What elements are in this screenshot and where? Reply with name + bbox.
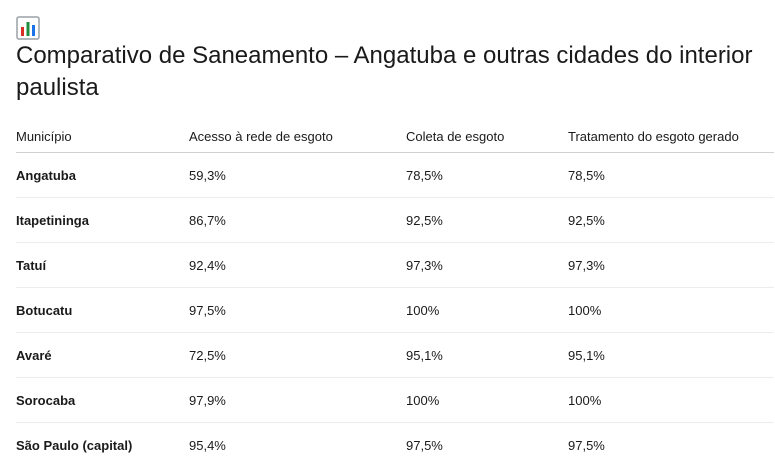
cell-acesso: 59,3% [189, 153, 406, 198]
bar-chart-icon [16, 16, 40, 40]
cell-municipio: Botucatu [16, 288, 189, 333]
cell-municipio: Avaré [16, 333, 189, 378]
cell-tratamento: 100% [568, 378, 774, 423]
cell-coleta: 95,1% [406, 333, 568, 378]
column-header-tratamento: Tratamento do esgoto gerado [568, 120, 774, 153]
table-row: Tatuí 92,4% 97,3% 97,3% [16, 243, 774, 288]
cell-tratamento: 97,3% [568, 243, 774, 288]
cell-coleta: 97,5% [406, 423, 568, 467]
table-row: São Paulo (capital) 95,4% 97,5% 97,5% [16, 423, 774, 467]
cell-tratamento: 78,5% [568, 153, 774, 198]
cell-acesso: 97,5% [189, 288, 406, 333]
cell-acesso: 97,9% [189, 378, 406, 423]
cell-coleta: 97,3% [406, 243, 568, 288]
cell-municipio: São Paulo (capital) [16, 423, 189, 467]
table-row: Angatuba 59,3% 78,5% 78,5% [16, 153, 774, 198]
table-header-row: Município Acesso à rede de esgoto Coleta… [16, 120, 774, 153]
cell-coleta: 78,5% [406, 153, 568, 198]
cell-coleta: 100% [406, 288, 568, 333]
cell-tratamento: 100% [568, 288, 774, 333]
table-row: Itapetininga 86,7% 92,5% 92,5% [16, 198, 774, 243]
cell-acesso: 86,7% [189, 198, 406, 243]
cell-municipio: Itapetininga [16, 198, 189, 243]
table-row: Sorocaba 97,9% 100% 100% [16, 378, 774, 423]
column-header-acesso: Acesso à rede de esgoto [189, 120, 406, 153]
cell-acesso: 95,4% [189, 423, 406, 467]
cell-tratamento: 95,1% [568, 333, 774, 378]
document-content: Comparativo de Saneamento – Angatuba e o… [16, 12, 774, 467]
cell-acesso: 72,5% [189, 333, 406, 378]
cell-municipio: Angatuba [16, 153, 189, 198]
cell-coleta: 100% [406, 378, 568, 423]
cell-municipio: Sorocaba [16, 378, 189, 423]
sanitation-table: Município Acesso à rede de esgoto Coleta… [16, 120, 774, 467]
column-header-coleta: Coleta de esgoto [406, 120, 568, 153]
cell-municipio: Tatuí [16, 243, 189, 288]
page-title: Comparativo de Saneamento – Angatuba e o… [16, 12, 774, 104]
cell-acesso: 92,4% [189, 243, 406, 288]
table-row: Avaré 72,5% 95,1% 95,1% [16, 333, 774, 378]
column-header-municipio: Município [16, 120, 189, 153]
cell-coleta: 92,5% [406, 198, 568, 243]
cell-tratamento: 97,5% [568, 423, 774, 467]
table-row: Botucatu 97,5% 100% 100% [16, 288, 774, 333]
title-text: Comparativo de Saneamento – Angatuba e o… [16, 40, 774, 104]
cell-tratamento: 92,5% [568, 198, 774, 243]
